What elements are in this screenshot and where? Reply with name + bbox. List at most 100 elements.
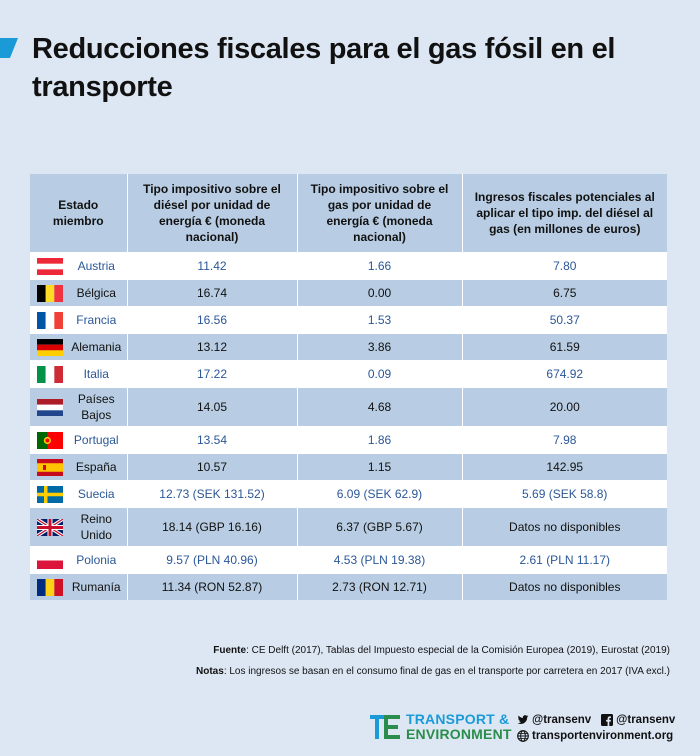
cell-diesel-rate: 17.22 — [127, 360, 298, 388]
netherlands-flag-icon — [37, 398, 63, 416]
belgium-flag-icon — [37, 284, 63, 302]
sweden-flag-icon — [37, 485, 63, 503]
notes-line: Notas: Los ingresos se basan en el consu… — [196, 666, 670, 677]
cell-diesel-rate: 16.56 — [127, 306, 298, 334]
cell-diesel-rate: 13.54 — [127, 426, 298, 454]
table-row: Suecia 12.73 (SEK 131.52) 6.09 (SEK 62.9) 5… — [30, 480, 667, 508]
cell-gas-rate: 1.15 — [297, 453, 463, 481]
cell-potential-revenue: 6.75 — [462, 279, 667, 307]
country-name: Italia — [83, 367, 109, 381]
country-name: Suecia — [77, 487, 115, 501]
spain-flag-icon — [37, 458, 63, 476]
cell-potential-revenue: 674.92 — [462, 360, 667, 388]
country-name: España — [75, 460, 117, 474]
country-name: Portugal — [73, 433, 119, 447]
cell-member-state: España — [30, 453, 128, 481]
cell-member-state: Italia — [30, 360, 128, 388]
country-name: Reino Unido — [80, 512, 112, 542]
cell-diesel-rate: 9.57 (PLN 40.96) — [127, 546, 298, 574]
country-name: Polonia — [76, 553, 117, 567]
tax-table: Estado miembro Tipo impositivo sobre el … — [30, 174, 667, 600]
cell-gas-rate: 6.09 (SEK 62.9) — [297, 480, 463, 508]
cell-potential-revenue: Datos no disponibles — [462, 573, 667, 600]
table-row: España 10.57 1.15 142.95 — [30, 453, 667, 481]
header-member-state: Estado miembro — [30, 174, 128, 253]
twitter-icon — [517, 715, 529, 724]
table-row: Portugal 13.54 1.86 7.98 — [30, 426, 667, 454]
cell-potential-revenue: 7.98 — [462, 426, 667, 454]
cell-gas-rate: 2.73 (RON 12.71) — [297, 573, 463, 600]
cell-member-state: Austria — [30, 252, 128, 280]
header-potential-revenue: Ingresos fiscales potenciales al aplicar… — [462, 174, 667, 253]
cell-member-state: Bélgica — [30, 279, 128, 307]
cell-diesel-rate: 13.12 — [127, 333, 298, 361]
cell-member-state: Rumanía — [30, 573, 128, 600]
cell-potential-revenue: 2.61 (PLN 11.17) — [462, 546, 667, 574]
source-line: Fuente: CE Delft (2017), Tablas del Impu… — [213, 645, 670, 656]
cell-potential-revenue: 7.80 — [462, 252, 667, 280]
country-name: Alemania — [71, 340, 122, 354]
cell-gas-rate: 1.53 — [297, 306, 463, 334]
cell-gas-rate: 4.53 (PLN 19.38) — [297, 546, 463, 574]
twitter-handle-link[interactable]: @transenv — [532, 714, 592, 726]
uk-flag-icon — [37, 518, 63, 536]
table-header-row: Estado miembro Tipo impositivo sobre el … — [30, 174, 667, 253]
poland-flag-icon — [37, 551, 63, 569]
globe-icon — [517, 730, 529, 742]
header-diesel-rate: Tipo impositivo sobre el diésel por unid… — [127, 174, 298, 253]
portugal-flag-icon — [37, 431, 63, 449]
brand-line-2: ENVIRONMENT — [406, 726, 512, 742]
country-name: Países Bajos — [77, 392, 115, 422]
table-row: Bélgica 16.74 0.00 6.75 — [30, 279, 667, 307]
corner-accent-icon — [0, 38, 18, 58]
cell-diesel-rate: 11.34 (RON 52.87) — [127, 573, 298, 600]
country-name: Austria — [77, 259, 115, 273]
cell-gas-rate: 1.86 — [297, 426, 463, 454]
cell-member-state: Portugal — [30, 426, 128, 454]
te-logo-icon — [370, 715, 400, 739]
cell-gas-rate: 0.00 — [297, 279, 463, 307]
table-row: Polonia 9.57 (PLN 40.96) 4.53 (PLN 19.38) 2… — [30, 546, 667, 574]
cell-diesel-rate: 10.57 — [127, 453, 298, 481]
facebook-handle-link[interactable]: @transenv — [616, 714, 676, 726]
website-link[interactable]: transportenvironment.org — [532, 730, 674, 742]
cell-gas-rate: 4.68 — [297, 387, 463, 427]
brand-logo: TRANSPORT & ENVIRONMENT — [370, 712, 512, 742]
table-row: Alemania 13.12 3.86 61.59 — [30, 333, 667, 361]
france-flag-icon — [37, 311, 63, 329]
cell-potential-revenue: 5.69 (SEK 58.8) — [462, 480, 667, 508]
cell-potential-revenue: 142.95 — [462, 453, 667, 481]
facebook-icon — [601, 714, 614, 726]
table-row: Italia 17.22 0.09 674.92 — [30, 360, 667, 388]
table-row: Reino Unido 18.14 (GBP 16.16) 6.37 (GBP 5.… — [30, 507, 667, 547]
country-name: Francia — [76, 313, 117, 327]
table-row: Países Bajos 14.05 4.68 20.00 — [30, 387, 667, 427]
footer-notes: Fuente: CE Delft (2017), Tablas del Impu… — [196, 640, 670, 682]
cell-diesel-rate: 16.74 — [127, 279, 298, 307]
romania-flag-icon — [37, 578, 63, 596]
cell-potential-revenue: 20.00 — [462, 387, 667, 427]
cell-potential-revenue: 50.37 — [462, 306, 667, 334]
cell-member-state: Alemania — [30, 333, 128, 361]
cell-potential-revenue: 61.59 — [462, 333, 667, 361]
header-gas-rate: Tipo impositivo sobre el gas por unidad … — [297, 174, 463, 253]
cell-gas-rate: 3.86 — [297, 333, 463, 361]
page-title: Reducciones fiscales para el gas fósil e… — [32, 33, 616, 103]
germany-flag-icon — [37, 338, 63, 356]
cell-diesel-rate: 12.73 (SEK 131.52) — [127, 480, 298, 508]
cell-member-state: Países Bajos — [30, 387, 128, 427]
cell-member-state: Suecia — [30, 480, 128, 508]
italy-flag-icon — [37, 365, 63, 383]
cell-diesel-rate: 11.42 — [127, 252, 298, 280]
country-name: Bélgica — [76, 286, 116, 300]
table-row: Francia 16.56 1.53 50.37 — [30, 306, 667, 334]
cell-gas-rate: 0.09 — [297, 360, 463, 388]
cell-member-state: Polonia — [30, 546, 128, 574]
cell-member-state: Francia — [30, 306, 128, 334]
austria-flag-icon — [37, 257, 63, 275]
cell-diesel-rate: 14.05 — [127, 387, 298, 427]
cell-gas-rate: 1.66 — [297, 252, 463, 280]
cell-gas-rate: 6.37 (GBP 5.67) — [297, 507, 463, 547]
cell-diesel-rate: 18.14 (GBP 16.16) — [127, 507, 298, 547]
cell-member-state: Reino Unido — [30, 507, 128, 547]
